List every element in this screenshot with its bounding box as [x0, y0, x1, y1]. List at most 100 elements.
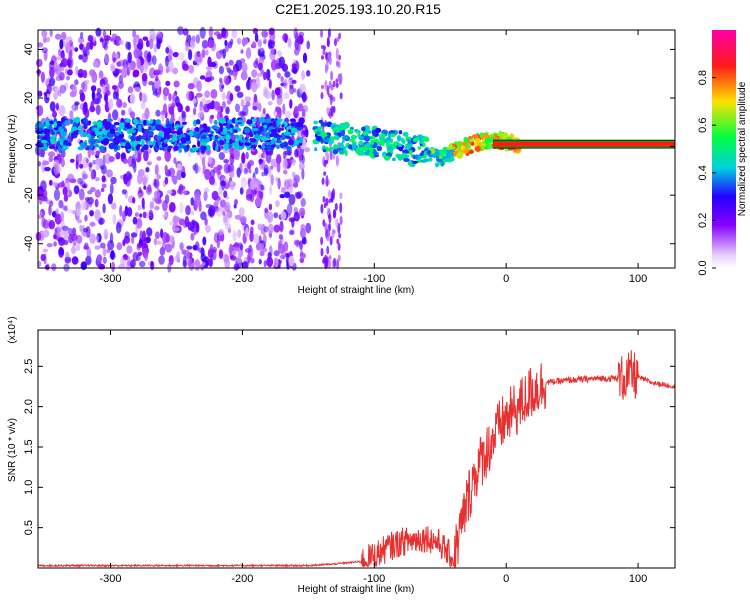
spectrogram-cell — [156, 156, 162, 161]
spectrogram-cell — [251, 118, 257, 123]
spectrogram-cell — [112, 85, 117, 90]
spectrogram-cell — [132, 69, 140, 78]
spectrogram-cell — [218, 249, 223, 259]
spectrogram-cell — [178, 124, 183, 128]
spectrogram-cell — [67, 173, 75, 182]
spectrogram-cell — [142, 119, 147, 126]
spectrogram-cell — [224, 62, 229, 67]
spectrogram-cell — [157, 139, 161, 146]
spectrogram-cell — [160, 228, 164, 239]
spectrogram-cell — [95, 143, 99, 148]
spectrogram-cell — [161, 142, 165, 148]
spectrogram-cell — [79, 224, 83, 232]
spectrogram-cell — [228, 138, 233, 145]
spectrogram-cell — [65, 42, 71, 54]
spectrogram-cell — [60, 157, 65, 168]
colorbar-ticks: 0.0 0.2 0.4 0.6 0.8 — [697, 70, 716, 276]
spectrogram-cell — [249, 133, 254, 138]
spectrogram-cell — [293, 174, 300, 184]
spectrogram-cell — [145, 236, 151, 244]
spectrogram-cell — [286, 145, 292, 151]
spectrogram-cell — [177, 52, 185, 61]
spectrogram-cell — [332, 128, 340, 133]
spectrogram-cell — [373, 151, 379, 156]
spectrogram-cell — [78, 54, 83, 60]
spectrogram-cell — [322, 196, 326, 203]
spectrogram-cell — [305, 222, 312, 234]
spectrogram-cell — [103, 138, 110, 145]
spectrogram-cell — [262, 247, 268, 252]
spectrogram-cell — [268, 79, 272, 89]
spectrogram-cell — [460, 145, 465, 151]
spectrogram-cell — [234, 103, 241, 113]
spectrogram-cell — [339, 92, 343, 100]
snr-panel: -300 -200 -100 0 100 0.5 1.0 1.5 2.0 2.5 Height … — [7, 316, 676, 595]
spectrogram-cell — [320, 138, 324, 144]
spectrogram-cell — [245, 151, 249, 160]
snr-y-tick-label: 1.0 — [23, 480, 35, 495]
spectrogram-cell — [299, 207, 306, 217]
spectrogram-cell — [332, 153, 336, 160]
spectrogram-cell — [37, 105, 44, 117]
spectrogram-cell — [326, 207, 330, 216]
spectrogram-cell — [187, 221, 192, 231]
spectrogram-cell — [278, 240, 282, 249]
spectrogram-cell — [45, 36, 51, 43]
spectrogram-cell — [233, 142, 239, 150]
spectrogram-cell — [137, 119, 141, 124]
spectrogram-cell — [195, 92, 203, 98]
spectrogram-cell — [298, 31, 305, 38]
snr-y-tick-label: 2.5 — [23, 359, 35, 374]
spectrogram-cell — [71, 256, 79, 265]
spectrogram-cell — [258, 258, 262, 265]
spectrogram-cell — [113, 72, 118, 78]
spectrogram-cell — [143, 185, 147, 190]
spectrogram-cell — [266, 211, 274, 223]
spectrogram-cell — [151, 32, 158, 38]
spectrogram-cell — [149, 38, 154, 50]
spectrogram-cell — [237, 248, 244, 258]
spectrogram-cell — [58, 105, 66, 117]
spectrogram-cell — [278, 234, 283, 240]
spectrogram-cell — [334, 38, 337, 47]
spectrogram-cell — [169, 130, 177, 134]
snr-x-tick-label: 0 — [503, 573, 509, 585]
spectrogram-cell — [282, 103, 286, 115]
spectrogram-cell — [113, 39, 117, 45]
figure-title: C2E1.2025.193.10.20.R15 — [275, 1, 441, 17]
spectrogram-cell — [143, 150, 149, 162]
spectrogram-cell — [223, 163, 231, 174]
spectrogram-cell — [328, 259, 331, 269]
spectrogram-cell — [45, 120, 49, 125]
spectrogram-cell — [434, 162, 440, 168]
spectrogram-cell — [168, 93, 172, 102]
spectrogram-cell — [237, 127, 242, 132]
spectrogram-cell — [137, 134, 142, 142]
spectrogram-cell — [288, 255, 295, 267]
spectrogram-cell — [289, 118, 296, 123]
spectrogram-cell — [233, 263, 240, 271]
spectrogram-cell — [136, 242, 143, 249]
spectrogram-cell — [264, 90, 272, 100]
spectrogram-cell — [239, 134, 243, 140]
spectrogram-cell — [132, 197, 136, 204]
spectrogram-cell — [250, 178, 257, 191]
spectrogram-cell — [137, 192, 143, 199]
spectrogram-cell — [474, 145, 481, 152]
spectrogram-cell — [219, 80, 224, 93]
spectrogram-cell — [162, 87, 170, 97]
spectrogram-cell — [208, 26, 214, 38]
spectrogram-cell — [68, 49, 73, 58]
spectrogram-cell — [91, 149, 95, 156]
spectrogram-cell — [268, 27, 275, 36]
spectrogram-cell — [178, 103, 184, 113]
spectrogram-cell — [198, 106, 205, 118]
spectrogram-cell — [235, 59, 243, 72]
spectrogram-x-tick-label: 0 — [503, 273, 509, 285]
spectrogram-cell — [312, 139, 319, 145]
spectrogram-cell — [75, 243, 81, 252]
spectrogram-cell — [475, 137, 481, 144]
spectrogram-cell — [298, 36, 304, 45]
spectrogram-cell — [289, 85, 295, 95]
spectrogram-cell — [273, 224, 281, 233]
